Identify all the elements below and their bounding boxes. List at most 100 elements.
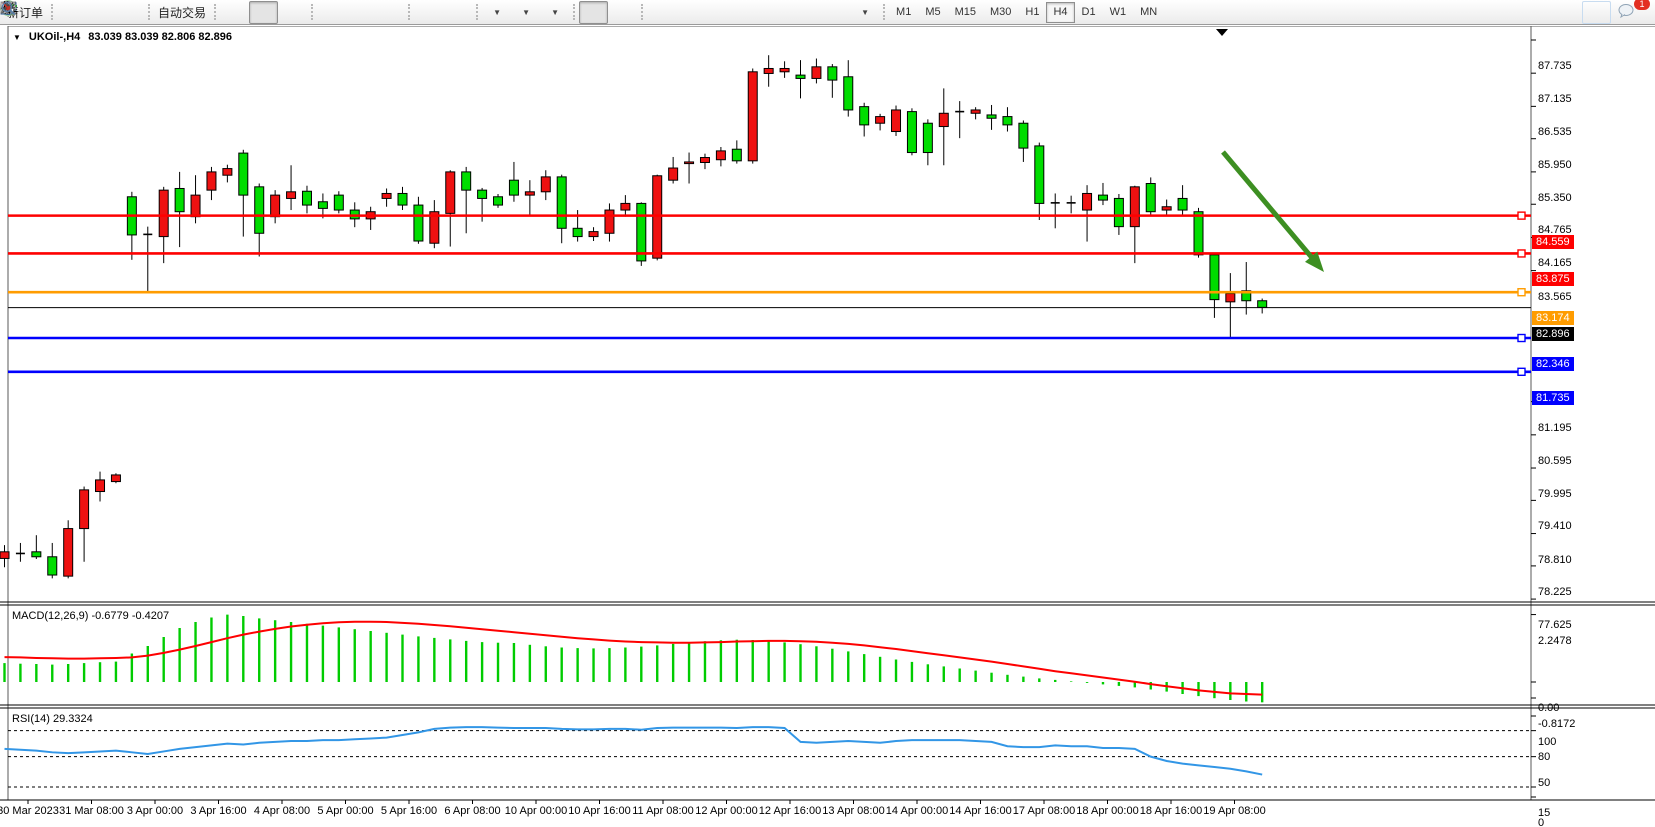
- crosshair-tool-button[interactable]: [1, 1, 637, 24]
- price-tick-label: 83.565: [1538, 290, 1572, 303]
- rsi-tick-label: 100: [1538, 736, 1557, 748]
- macd-signal-line: [4, 620, 1263, 696]
- search-icon: [1, 1, 16, 16]
- candlestick-chart-type-button[interactable]: [2, 0, 279, 24]
- time-tick-label: 12 Apr 00:00: [695, 805, 758, 817]
- terminal-button[interactable]: [1, 1, 115, 24]
- macd-indicator-label: MACD(12,26,9) -0.6779 -0.4207: [12, 610, 170, 622]
- symbol-collapse-icon[interactable]: ▼: [13, 32, 21, 42]
- timeframe-m15-button[interactable]: M15: [954, 6, 976, 18]
- timeframe-d1-button[interactable]: D1: [1081, 6, 1096, 18]
- price-line-badge: 81.735: [1532, 390, 1574, 405]
- price-tick-label: 87.135: [1538, 93, 1572, 106]
- macd-tick-label: -0.8172: [1538, 718, 1576, 730]
- time-tick-label: 19 Apr 08:00: [1203, 805, 1266, 817]
- toolbar: 新订单: [0, 0, 1655, 25]
- chart-area[interactable]: ▼ UKOil-,H4 83.039 83.039 82.806 82.896 …: [0, 26, 1655, 827]
- macd-tick-label: 0.00: [1538, 702, 1560, 714]
- fibonacci-tool-button[interactable]: F: [1, 1, 792, 24]
- price-tick-label: 81.195: [1538, 421, 1572, 434]
- periods-button[interactable]: ▼: [1, 1, 540, 24]
- time-tick-label: 13 Apr 08:00: [822, 805, 885, 817]
- symbol-timeframe-label: UKOil-,H4: [28, 31, 81, 43]
- price-tick-label: 84.165: [1538, 257, 1572, 270]
- price-tick-label: 85.950: [1538, 158, 1572, 171]
- rsi-indicator-label: RSI(14) 29.3324: [12, 713, 93, 725]
- ohlc-values-label: 83.039 83.039 82.806 82.896: [88, 31, 233, 43]
- timeframe-w1-button[interactable]: W1: [1109, 6, 1127, 18]
- horizontal-line-tool-button[interactable]: [1, 1, 705, 24]
- auto-scroll-button[interactable]: [0, 1, 443, 24]
- rsi-tick-label: 0: [1538, 817, 1545, 827]
- time-tick-label: 17 Apr 08:00: [1012, 805, 1076, 817]
- time-tick-label: 12 Apr 16:00: [758, 805, 822, 817]
- new-chart-button[interactable]: ▼: [0, 1, 511, 24]
- price-tick-label: 85.350: [1538, 191, 1572, 204]
- rsi-tick-label: 50: [1538, 776, 1551, 789]
- time-tick-label: 5 Apr 16:00: [380, 805, 438, 817]
- time-tick-label: 3 Apr 16:00: [190, 805, 247, 817]
- price-tick-label: 79.995: [1538, 488, 1572, 501]
- timeframe-h4-button[interactable]: H4: [1046, 1, 1075, 23]
- channel-tool-button[interactable]: E: [0, 1, 763, 24]
- time-tick-label: 30 Mar 2023: [0, 805, 59, 817]
- rsi-line: [4, 726, 1263, 776]
- chart-shift-button[interactable]: [0, 1, 472, 24]
- signals-button[interactable]: [0, 0, 144, 24]
- price-tick-label: 80.595: [1538, 454, 1572, 467]
- chevron-down-icon: ▼: [551, 7, 559, 17]
- rsi-tick-label: 15: [1538, 806, 1551, 819]
- tile-windows-button[interactable]: [0, 1, 404, 24]
- text-label-tool-button[interactable]: T: [0, 1, 850, 24]
- timeframe-m5-button[interactable]: M5: [925, 6, 941, 18]
- time-tick-label: 6 Apr 08:00: [444, 805, 501, 817]
- chart-shift-marker: [1216, 29, 1228, 36]
- auto-trading-label: 自动交易: [158, 5, 207, 20]
- timeframe-mn-button[interactable]: MN: [1140, 6, 1158, 18]
- line-chart-type-button[interactable]: [0, 1, 307, 24]
- time-tick-label: 5 Apr 00:00: [317, 805, 374, 817]
- time-tick-label: 3 Apr 00:00: [126, 805, 184, 817]
- time-tick-label: 10 Apr 00:00: [504, 805, 568, 817]
- market-watch-button[interactable]: [0, 1, 86, 24]
- price-tick-label: 87.735: [1538, 60, 1572, 72]
- price-line-badge: 83.174: [1532, 311, 1574, 326]
- current-price-badge: 82.896: [1532, 326, 1574, 341]
- vertical-line-tool-button[interactable]: [6, 1, 676, 24]
- time-tick-label: 11 Apr 08:00: [632, 805, 694, 817]
- chevron-down-icon: ▼: [861, 7, 869, 17]
- price-line-badge: 83.875: [1532, 272, 1574, 287]
- price-line-badge: 82.346: [1532, 357, 1574, 371]
- timeframe-group: M1 M5 M15 M30 H1 H4 D1 W1 MN: [889, 1, 1164, 23]
- bar-chart-type-button[interactable]: [2, 1, 249, 24]
- timeframe-m30-button[interactable]: M30: [990, 6, 1012, 18]
- time-tick-label: 10 Apr 16:00: [568, 805, 631, 817]
- chevron-down-icon: ▼: [493, 7, 501, 17]
- chevron-down-icon: ▼: [522, 7, 530, 17]
- chat-bubble-icon: [1618, 3, 1634, 18]
- zoom-out-button[interactable]: [1, 1, 375, 24]
- zoom-in-button[interactable]: [1, 1, 346, 24]
- templates-button[interactable]: ▼: [0, 1, 569, 24]
- arrows-tool-button[interactable]: ▼: [2, 1, 879, 24]
- macd-tick-label: 2.2478: [1538, 634, 1572, 647]
- price-line-badge: 84.559: [1532, 234, 1574, 249]
- timeframe-m1-button[interactable]: M1: [896, 6, 912, 18]
- price-tick-label: 78.810: [1538, 553, 1572, 566]
- cursor-tool-button[interactable]: [4, 0, 609, 24]
- chart-ohlc-header: ▼ UKOil-,H4 83.039 83.039 82.806 82.896: [13, 31, 232, 43]
- auto-trading-button[interactable]: 自动交易: [2, 1, 210, 24]
- rsi-tick-label: 80: [1538, 750, 1551, 763]
- price-tick-label: 78.225: [1538, 585, 1572, 598]
- timeframe-h1-button[interactable]: H1: [1025, 6, 1040, 18]
- chart-canvas: [0, 26, 1655, 804]
- time-tick-label: 14 Apr 00:00: [885, 805, 949, 817]
- search-button[interactable]: [1, 0, 1611, 24]
- notifications-button[interactable]: 1: [1617, 0, 1650, 24]
- price-tick-label: 86.535: [1538, 126, 1572, 139]
- notification-count-badge: 1: [1634, 0, 1650, 10]
- trendline-tool-button[interactable]: [1, 1, 734, 24]
- text-tool-button[interactable]: A: [3, 1, 821, 24]
- time-tick-label: 4 Apr 08:00: [253, 805, 311, 817]
